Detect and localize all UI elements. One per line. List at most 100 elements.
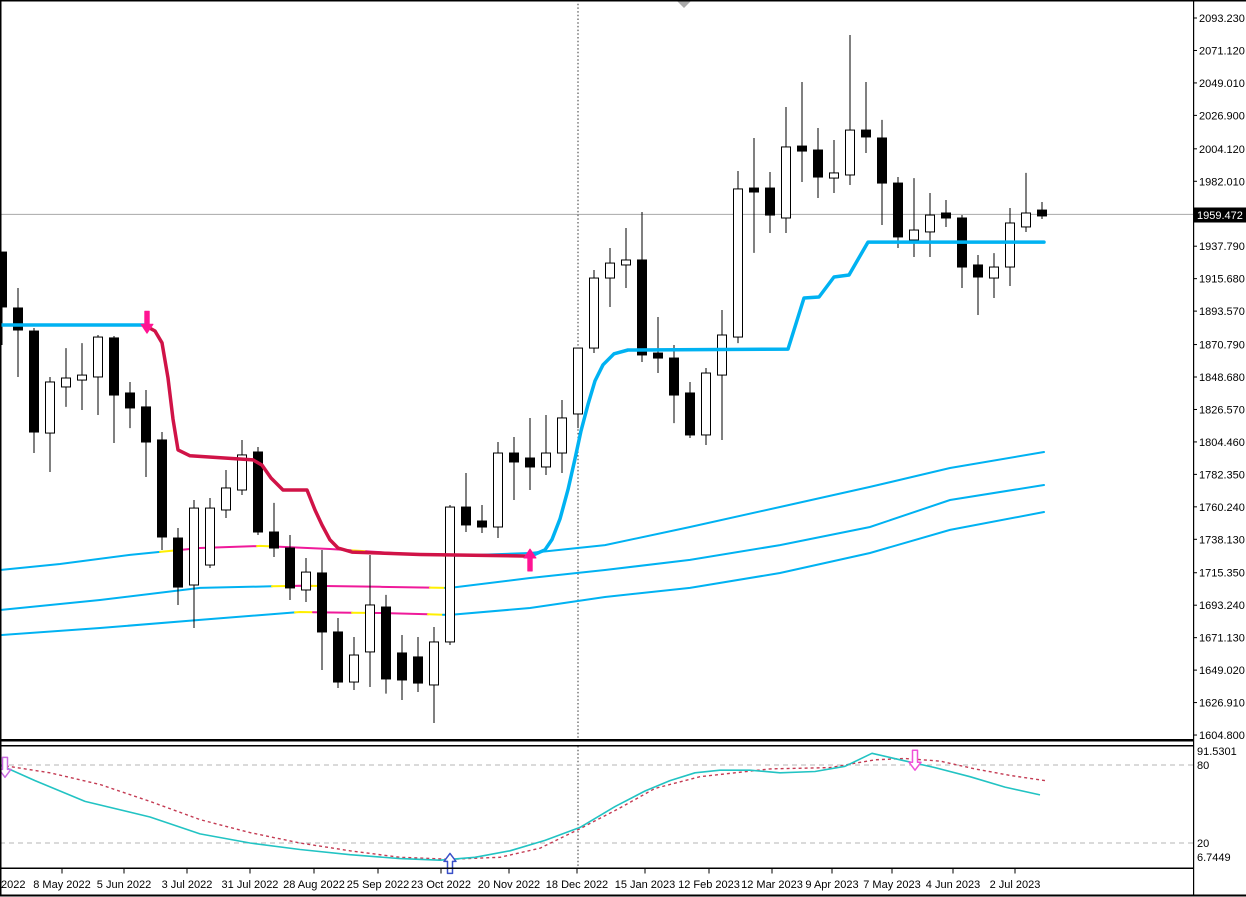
stochastic-main-line [0, 752, 1041, 861]
date-axis-label: 2022 [1, 879, 25, 891]
candle-body-down [0, 251, 7, 308]
window-border-top [0, 0, 1246, 2]
date-axis-label: 12 Feb 2023 [678, 879, 740, 891]
candle [829, 140, 839, 194]
oscillator-scale[interactable]: 91.5301 80 20 6.7449 [1197, 746, 1237, 864]
oscillator-panel-top-border[interactable] [0, 745, 1193, 747]
candle [717, 310, 727, 440]
price-axis-label: 1760.240 [1199, 502, 1245, 514]
price-axis-line[interactable] [1193, 0, 1195, 895]
candle-body-up [189, 507, 199, 586]
ma-lower-segment [0, 611, 296, 637]
ma-upper-segment [176, 545, 258, 552]
date-axis-label: 3 Jul 2022 [162, 879, 213, 891]
candle-body-down [813, 149, 823, 178]
candle-body-down [1037, 209, 1047, 217]
osc-up-arrow-marker[interactable] [443, 852, 457, 875]
osc-level-80-label: 80 [1197, 760, 1209, 772]
candle [749, 137, 759, 253]
candle [669, 344, 679, 424]
candle-body-down [109, 337, 119, 396]
candle-body-down [877, 137, 887, 184]
candle [397, 635, 407, 700]
candle-body-up [429, 641, 439, 686]
date-axis-label: 4 Jun 2023 [926, 879, 980, 891]
candle-body-down [253, 451, 263, 533]
candle [157, 432, 167, 551]
candle-body-up [77, 374, 87, 381]
price-axis-label: 1693.240 [1199, 600, 1245, 612]
candle-body-down [477, 520, 487, 528]
candle-body-up [45, 381, 55, 434]
candle-body-up [221, 487, 231, 511]
osc-min-label: 6.7449 [1197, 852, 1231, 864]
candle-body-down [285, 547, 295, 589]
candle [13, 288, 23, 377]
candle [845, 34, 855, 185]
candle [589, 269, 599, 354]
candle [525, 417, 535, 491]
candle [877, 119, 887, 226]
stochastic-panel [0, 749, 1193, 875]
candle [173, 528, 183, 605]
candle-body-up [541, 452, 551, 468]
candle [1005, 208, 1015, 286]
candle [301, 557, 311, 603]
date-axis-label: 31 Jul 2022 [222, 879, 279, 891]
date-axis-label: 9 Apr 2023 [805, 879, 858, 891]
price-axis-label: 1826.570 [1199, 404, 1245, 416]
buy-arrow[interactable] [523, 548, 537, 572]
candle-body-down [749, 187, 759, 193]
date-axis[interactable]: 2022 8 May 2022 5 Jun 2022 3 Jul 2022 31 Jul… [1, 868, 1040, 892]
candle-body-down [653, 352, 663, 359]
candle-body-down [125, 392, 135, 409]
price-axis-label: 1649.020 [1199, 665, 1245, 677]
candle [109, 336, 119, 444]
candle [765, 172, 775, 233]
date-axis-label: 15 Jan 2023 [615, 879, 676, 891]
candle-body-down [29, 330, 39, 433]
halftrend-up-line [531, 240, 1046, 557]
chart-shift-marker-icon[interactable] [677, 1, 691, 8]
candle-body-down [637, 259, 647, 356]
candle-body-up [61, 377, 71, 388]
stochastic-signal-line [0, 757, 1046, 861]
price-axis[interactable]: 2093.230 2071.120 2049.010 2026.900 2004.120… [1193, 13, 1245, 742]
candle [381, 594, 391, 694]
candle [541, 415, 551, 476]
osc-down-arrow-marker[interactable] [0, 756, 12, 779]
candle-body-down [669, 357, 679, 396]
candle-body-down [973, 264, 983, 278]
candle [493, 442, 503, 539]
candle-body-down [797, 145, 807, 152]
price-axis-label: 1804.460 [1199, 437, 1245, 449]
candle-body-up [605, 262, 615, 279]
candle [925, 193, 935, 258]
candles-layer [0, 34, 1047, 723]
candle [621, 227, 631, 289]
candle [893, 177, 903, 248]
price-axis-label: 1870.790 [1199, 340, 1245, 352]
current-price-label: 1959.472 [1197, 210, 1243, 222]
main-panel-bottom-border[interactable] [0, 739, 1193, 742]
candle [0, 251, 7, 345]
sell-arrow[interactable] [140, 310, 154, 334]
candle [61, 348, 71, 407]
current-price-tag-bg [1194, 207, 1246, 223]
candle-body-up [589, 277, 599, 349]
candle [285, 534, 295, 600]
ma-lower-segment [427, 613, 444, 616]
date-axis-label: 20 Nov 2022 [478, 879, 540, 891]
candle [333, 618, 343, 689]
osc-down-arrow-marker[interactable] [908, 749, 922, 771]
ma-middle-segment [444, 484, 1045, 589]
oscillator-panel-bottom-border [0, 867, 1193, 869]
price-axis-label: 1915.680 [1199, 274, 1245, 286]
candle-body-up [989, 266, 999, 279]
date-axis-label: 8 May 2022 [33, 879, 90, 891]
date-axis-label: 12 Mar 2023 [741, 879, 803, 891]
candle [941, 199, 951, 227]
price-axis-label: 1738.130 [1199, 534, 1245, 546]
candle [269, 502, 279, 557]
candle [349, 636, 359, 690]
